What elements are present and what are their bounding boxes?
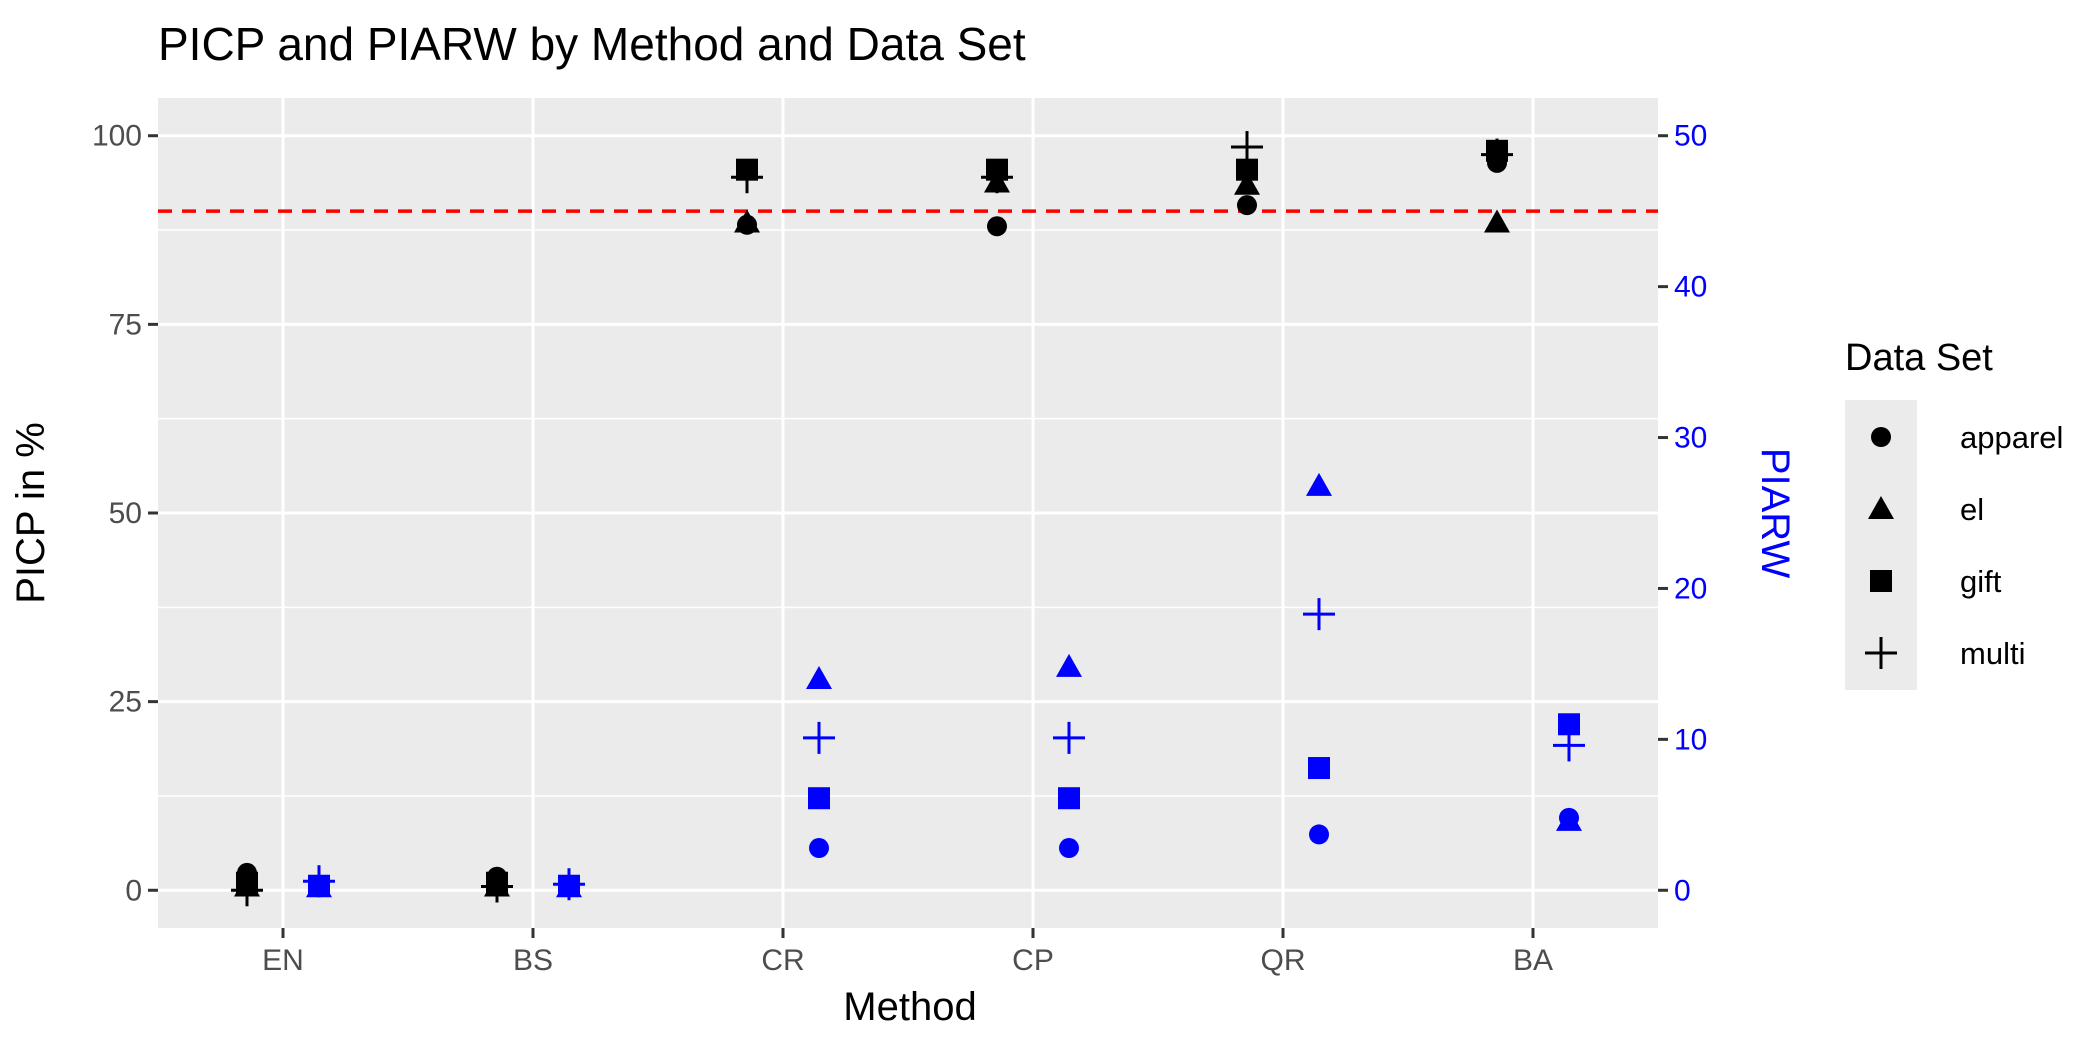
piarw-point-el [806,666,832,689]
grid-lines [158,98,1658,928]
piarw-point-multi [303,865,335,898]
picp-point-multi [1481,138,1513,171]
piarw-point-el [1556,807,1582,831]
x-axis-tick-label: CR [761,944,804,977]
piarw-point-gift [1058,787,1080,810]
x-axis-title: Method [843,985,976,1029]
piarw-point-apparel [809,838,829,859]
chart-title: PICP and PIARW by Method and Data Set [158,18,1026,70]
piarw-point-gift [1558,713,1580,736]
legend-key-multi [1865,637,1897,669]
piarw-point-multi [1303,598,1335,631]
picp-point-multi [731,161,763,194]
legend-label-multi: multi [1960,636,2025,671]
picp-point-el [734,209,760,233]
legend-label-gift: gift [1960,564,2002,599]
y-axis-tick-label: 25 [109,686,142,719]
x-axis-tick-label: CP [1012,944,1054,977]
legend-label-el: el [1960,492,1984,527]
piarw-point-apparel [1309,824,1329,845]
y-axis-tick-label: 0 [125,874,142,907]
y2-axis-tick-label: 50 [1674,120,1707,153]
legend-title: Data Set [1845,337,1993,379]
data-marks [231,131,1585,907]
y2-axis-tick-label: 40 [1674,271,1707,304]
piarw-point-multi [803,721,835,754]
y2-axis-tick-label: 10 [1674,723,1707,756]
y2-axis-tick-label: 30 [1674,422,1707,455]
picp-point-multi [1231,131,1263,164]
picp-point-el [1234,171,1260,195]
picp-point-apparel [1237,195,1257,216]
x-axis-tick-label: BA [1513,944,1553,977]
y2-axis-title: PIARW [1753,448,1797,579]
piarw-point-multi [553,868,585,901]
picp-point-el [1484,209,1510,233]
y-axis-tick-label: 50 [109,497,142,530]
axes: 0 25 50 75 100 0 10 20 30 40 50 EN BS CR CP QR BA [92,120,1707,977]
piarw-point-apparel [1059,838,1079,859]
piarw-point-gift [1308,757,1330,780]
x-axis-tick-label: EN [262,944,304,977]
y-axis-title: PICP in % [9,422,53,604]
piarw-point-multi [1553,729,1585,762]
y-axis-tick-label: 75 [109,308,142,341]
piarw-point-el [1056,653,1082,677]
legend-key-apparel [1871,427,1891,447]
x-axis-tick-label: QR [1261,944,1306,977]
y2-axis-tick-label: 0 [1674,874,1691,907]
piarw-point-el [1306,472,1332,496]
legend: Data Set apparel el gift multi [1845,337,2063,690]
picp-point-apparel [987,216,1007,237]
legend-key-gift [1870,570,1892,592]
legend-key-el [1868,496,1894,519]
piarw-point-multi [1053,721,1085,754]
x-axis-tick-label: BS [513,944,553,977]
picp-point-gift [1236,158,1258,181]
picp-point-multi [981,161,1013,194]
picp-point-multi [231,874,263,907]
legend-label-apparel: apparel [1960,420,2063,455]
y-axis-tick-label: 100 [92,120,142,153]
picp-point-multi [481,870,513,903]
piarw-point-gift [808,787,830,810]
y2-axis-tick-label: 20 [1674,572,1707,605]
